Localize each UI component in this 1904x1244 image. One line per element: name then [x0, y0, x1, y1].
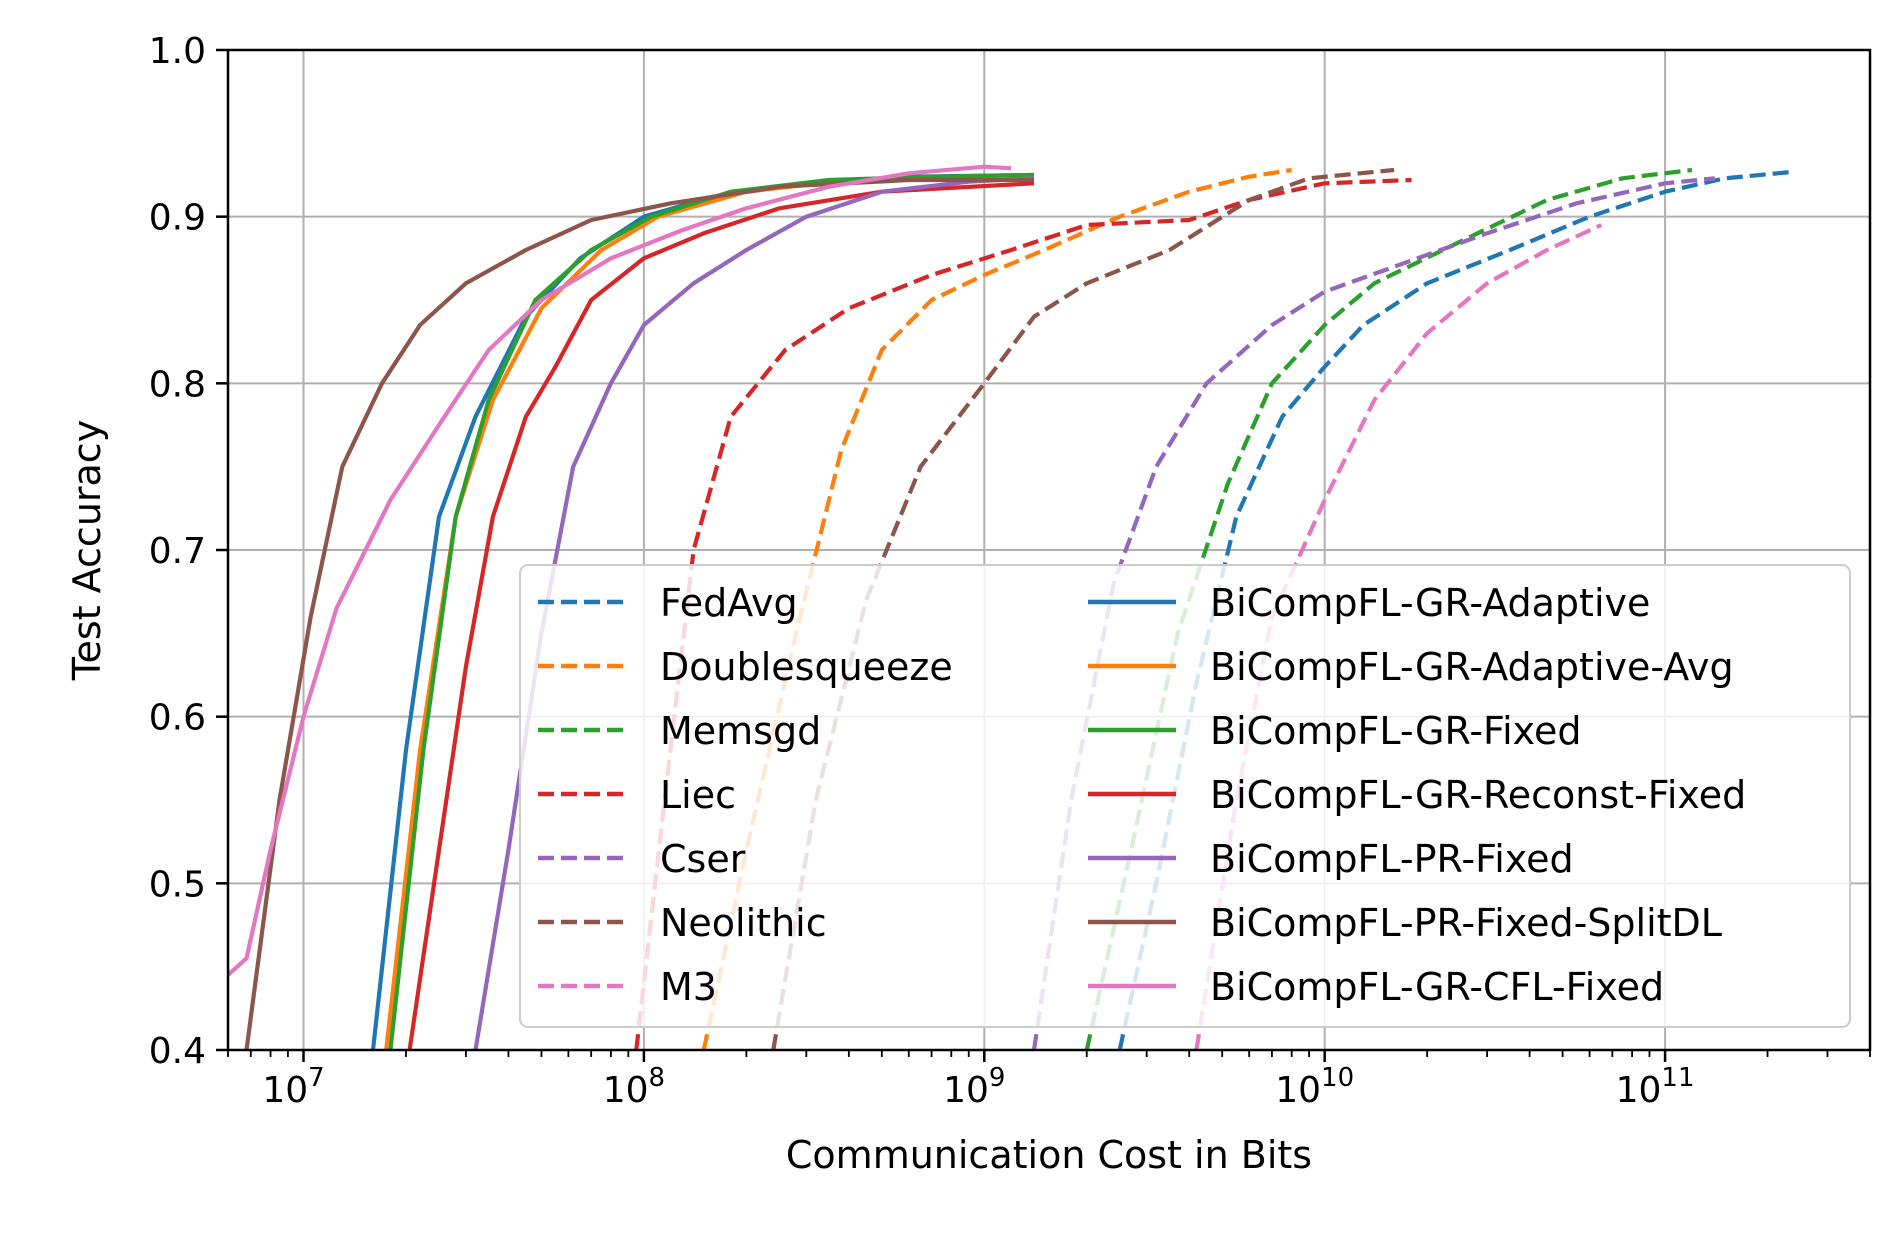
- x-tick-label: 1011: [1616, 1063, 1695, 1111]
- y-axis-label: Test Accuracy: [65, 420, 109, 681]
- y-tick-label: 0.8: [149, 364, 206, 405]
- x-tick-label: 107: [262, 1063, 324, 1111]
- series-line-cser: [1031, 176, 1716, 1050]
- series-line-bicompfl-pr-fixed-splitdl: [244, 177, 1034, 1050]
- axis-ticks: 0.4 0.5 0.6 0.7 0.8 0.9 1.0 107 108 109 1010 1011: [149, 31, 1871, 1111]
- y-tick-label: 0.6: [149, 698, 206, 739]
- y-tick-label: 1.0: [149, 31, 206, 72]
- legend-box: [519, 564, 1851, 1028]
- legend-entry: BiCompFL-GR-Reconst-Fixed: [1210, 773, 1746, 817]
- legend-entry: Liec: [660, 773, 736, 817]
- legend-entry: BiCompFL-GR-Adaptive-Avg: [1210, 645, 1734, 689]
- y-tick-label: 0.5: [149, 864, 206, 905]
- series-line-doublesqueeze: [701, 167, 1293, 1050]
- legend-entry: Doublesqueeze: [660, 645, 953, 689]
- x-axis-label: Communication Cost in Bits: [786, 1133, 1312, 1177]
- series-line-bicompfl-gr-reconst-fixed: [407, 181, 1035, 1050]
- legend-entry: Cser: [660, 837, 746, 881]
- series-line-m3: [1194, 223, 1603, 1050]
- x-tick-label: 109: [943, 1063, 1005, 1111]
- series-line-bicompfl-gr-cfl-fixed: [228, 164, 1012, 977]
- legend-entry: Neolithic: [660, 901, 827, 945]
- legend-entry: BiCompFL-PR-Fixed: [1210, 837, 1574, 881]
- legend-entry: BiCompFL-GR-CFL-Fixed: [1210, 965, 1664, 1009]
- x-tick-label: 1010: [1275, 1063, 1354, 1111]
- y-tick-label: 0.9: [149, 198, 206, 239]
- legend: FedAvg Doublesqueeze Memsgd Liec Cser Neolith…: [519, 564, 1851, 1028]
- legend-entry: BiCompFL-PR-Fixed-SplitDL: [1210, 901, 1722, 945]
- x-tick-label: 108: [603, 1063, 665, 1111]
- legend-entry: BiCompFL-GR-Adaptive: [1210, 581, 1650, 625]
- y-tick-label: 0.4: [149, 1031, 206, 1072]
- legend-entry: FedAvg: [660, 581, 798, 625]
- legend-entry: M3: [660, 965, 717, 1009]
- series-lines: [228, 164, 1795, 1050]
- legend-entry: BiCompFL-GR-Fixed: [1210, 709, 1582, 753]
- y-tick-label: 0.7: [149, 531, 206, 572]
- legend-entry: Memsgd: [660, 709, 821, 753]
